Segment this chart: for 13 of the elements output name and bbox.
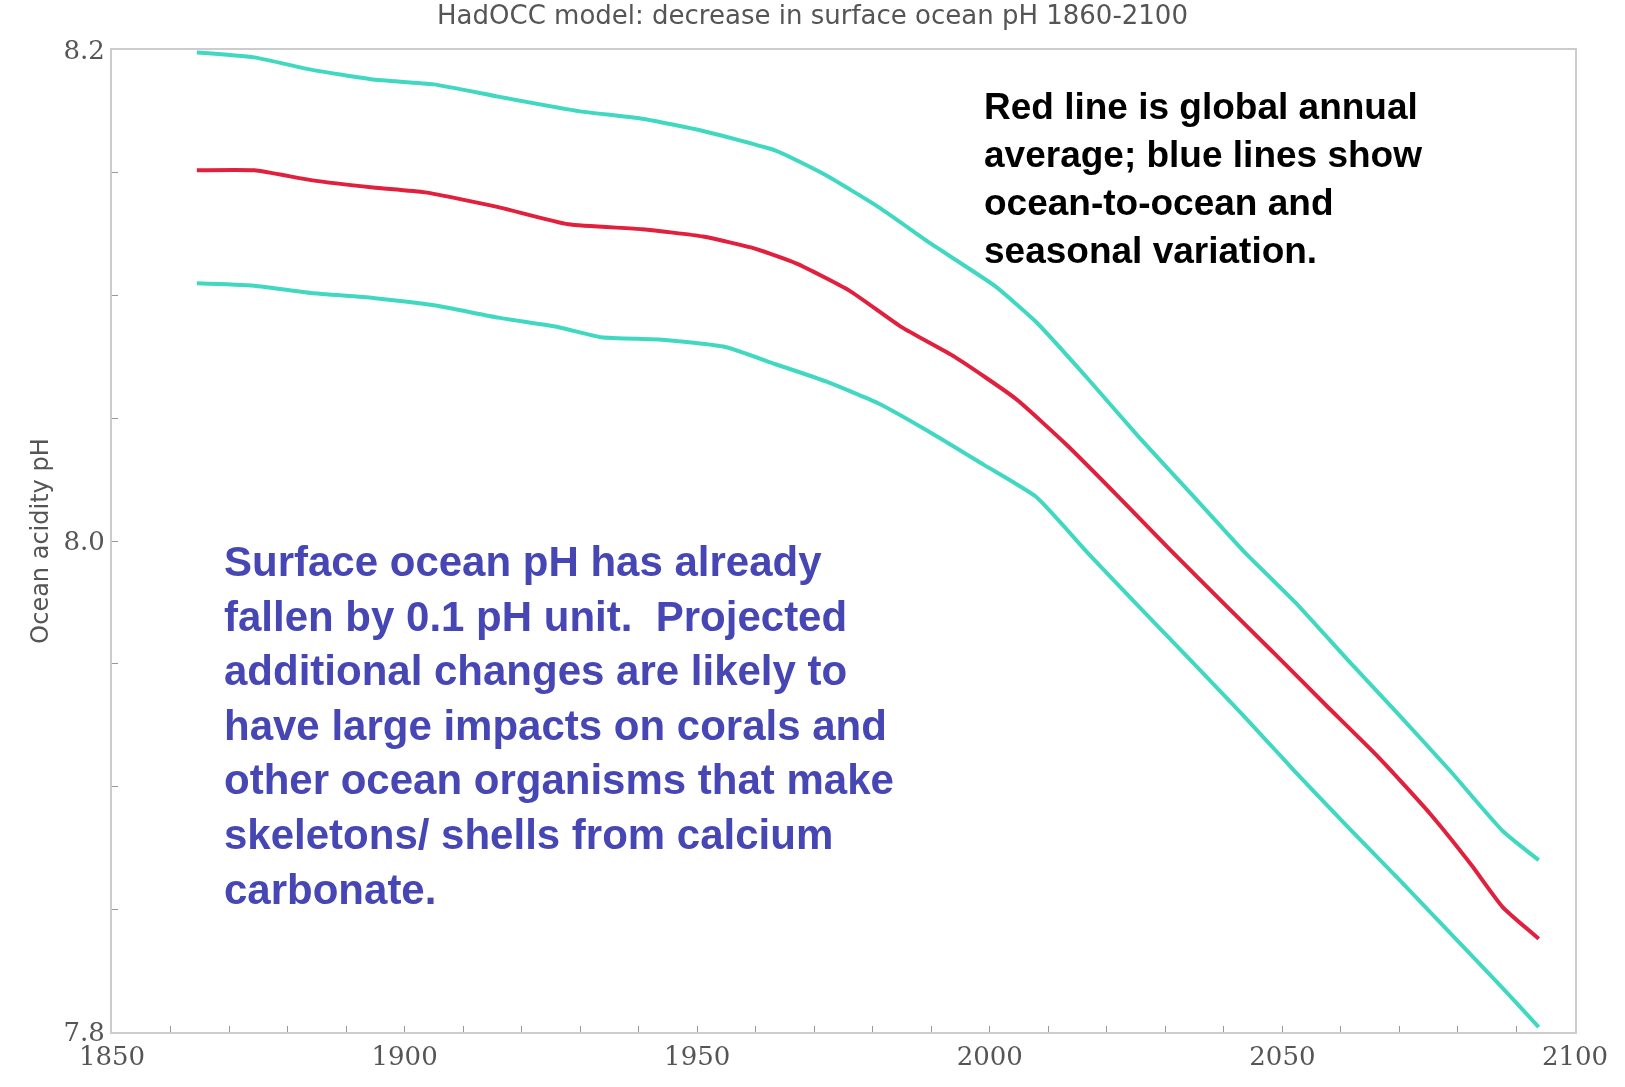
x-tick-label: 2000 (956, 1041, 1023, 1072)
annotation: Red line is global annual average; blue lines show ocean-to-ocean and seasonal variation. (984, 86, 1423, 272)
y-tick-label: 8.2 (63, 35, 105, 66)
x-tick-label: 1950 (664, 1041, 731, 1072)
x-tick-label: 2100 (1541, 1041, 1609, 1072)
x-tick-label: 1900 (371, 1041, 438, 1072)
chart-title: HadOCC model: decrease in surface ocean pH 1860-2100 (437, 0, 1188, 30)
line-series (194, 281, 1541, 1030)
y-axis-title: Ocean acidity pH (26, 438, 55, 644)
y-tick-label: 8.0 (63, 526, 105, 557)
annotation: Surface ocean pH has already fallen by 0.1 pH unit. Projected additional changes are likely to have large impacts on corals and other ocean organisms that make skeletons/ shells from calcium carbonate. (224, 538, 894, 913)
line-series (194, 50, 1541, 863)
x-tick-label: 2050 (1249, 1041, 1316, 1072)
